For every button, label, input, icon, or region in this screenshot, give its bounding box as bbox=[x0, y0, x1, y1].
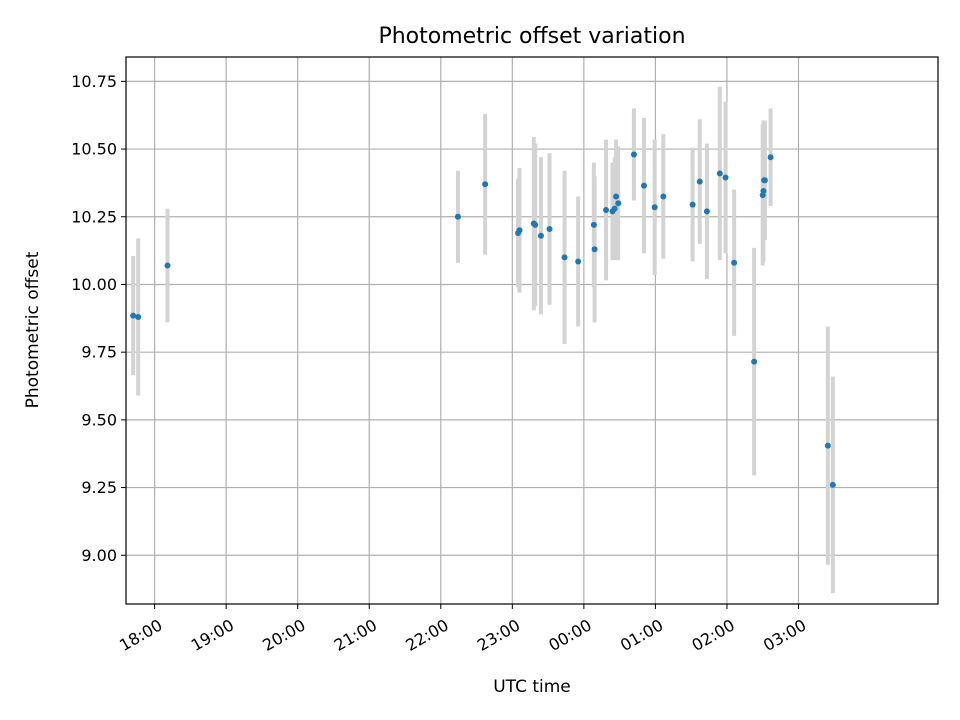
data-point bbox=[537, 232, 544, 239]
y-tick-label: 10.00 bbox=[71, 275, 117, 294]
y-axis-label: Photometric offset bbox=[23, 251, 43, 408]
y-tick-label: 10.50 bbox=[71, 140, 117, 159]
y-tick-label: 9.00 bbox=[81, 546, 117, 565]
data-point bbox=[761, 177, 768, 184]
data-point bbox=[611, 205, 618, 212]
data-point bbox=[561, 254, 568, 261]
chart-title: Photometric offset variation bbox=[378, 24, 685, 49]
data-point bbox=[689, 201, 696, 208]
data-point bbox=[135, 313, 142, 320]
x-tick-label: 22:00 bbox=[402, 615, 451, 655]
y-tick-label: 9.50 bbox=[81, 410, 117, 429]
data-point bbox=[164, 262, 171, 269]
data-point bbox=[751, 358, 758, 365]
data-point bbox=[454, 213, 461, 220]
data-point bbox=[660, 193, 667, 200]
x-tick-label: 01:00 bbox=[617, 615, 666, 655]
data-point bbox=[591, 246, 598, 253]
y-tick-label: 9.25 bbox=[81, 478, 117, 497]
data-point bbox=[575, 258, 582, 265]
data-point bbox=[630, 151, 637, 158]
y-tick-label: 10.25 bbox=[71, 207, 117, 226]
error-bars bbox=[131, 86, 835, 594]
data-point bbox=[640, 182, 647, 189]
data-point bbox=[824, 442, 831, 449]
data-point bbox=[731, 259, 738, 266]
data-point bbox=[130, 312, 137, 319]
data-point bbox=[546, 225, 553, 232]
x-tick-label: 02:00 bbox=[689, 615, 738, 655]
data-point bbox=[760, 188, 767, 195]
data-point bbox=[603, 206, 610, 213]
data-point bbox=[703, 208, 710, 215]
data-point bbox=[716, 170, 723, 177]
data-point bbox=[829, 481, 836, 488]
data-point bbox=[767, 154, 774, 161]
data-point bbox=[651, 204, 658, 211]
data-point bbox=[532, 221, 539, 228]
y-tick-label: 9.75 bbox=[81, 343, 117, 362]
plot-frame bbox=[125, 56, 939, 605]
x-axis-label: UTC time bbox=[493, 677, 571, 697]
data-point bbox=[696, 178, 703, 185]
data-point bbox=[516, 227, 523, 234]
x-tick-label: 00:00 bbox=[545, 615, 594, 655]
data-point bbox=[722, 174, 729, 181]
x-tick-label: 03:00 bbox=[760, 615, 809, 655]
data-point bbox=[613, 193, 620, 200]
x-axis-ticks: 18:00 19:00 20:00 21:00 22:00 23:00 00:00 01:00… bbox=[116, 604, 809, 655]
x-tick-label: 23:00 bbox=[474, 615, 523, 655]
x-tick-label: 20:00 bbox=[259, 615, 308, 655]
data-point bbox=[482, 181, 489, 188]
x-tick-label: 19:00 bbox=[188, 615, 237, 655]
x-tick-label: 18:00 bbox=[116, 615, 165, 655]
y-axis-ticks: 9.00 9.25 9.50 9.75 10.00 10.25 10.50 10.75 bbox=[71, 72, 126, 565]
data-points bbox=[130, 151, 836, 488]
data-point bbox=[615, 200, 622, 207]
y-tick-label: 10.75 bbox=[71, 72, 117, 91]
x-tick-label: 21:00 bbox=[331, 615, 380, 655]
data-point bbox=[590, 221, 597, 228]
